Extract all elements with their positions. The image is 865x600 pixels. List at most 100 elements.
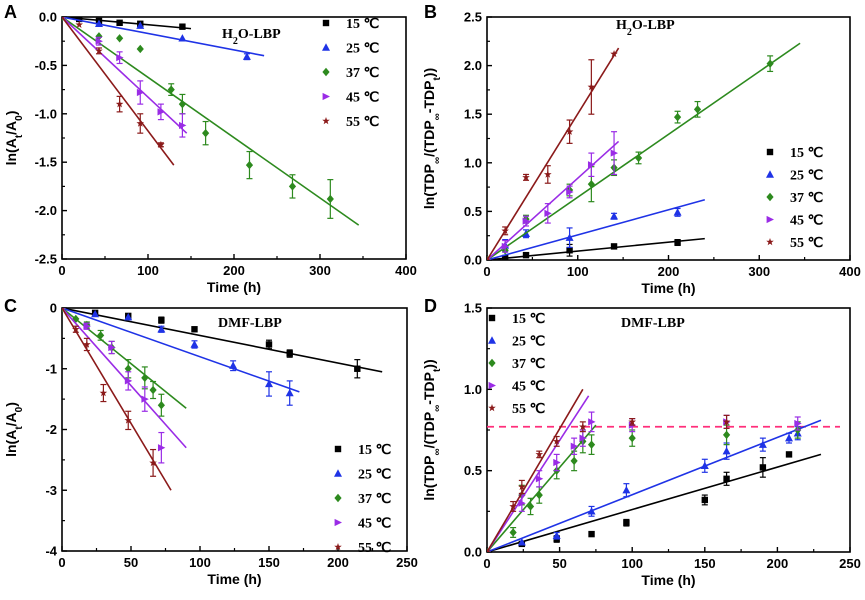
- y-axis-label: ln(TDP∞/(TDP∞-TDPt)): [421, 359, 443, 500]
- data-point: [766, 59, 774, 68]
- series-25C: [62, 17, 265, 61]
- x-tick-label: 100: [137, 263, 159, 278]
- legend-label: 15 ℃: [790, 146, 824, 161]
- data-point: [759, 464, 767, 471]
- data-point: [610, 149, 619, 157]
- data-point: [95, 37, 103, 45]
- data-point: [116, 34, 124, 43]
- series-45C: [62, 17, 188, 138]
- legend-marker: [766, 215, 774, 224]
- y-tick-label: -1.0: [35, 106, 57, 121]
- data-point: [136, 88, 145, 97]
- panel-annotation: H2O-LBP: [616, 18, 675, 38]
- legend-marker: [488, 381, 496, 390]
- data-point: [722, 417, 731, 426]
- data-point: [487, 256, 491, 260]
- x-tick-label: 200: [767, 556, 789, 571]
- data-point: [610, 243, 618, 250]
- x-tick-label: 100: [621, 556, 643, 571]
- legend-marker: [766, 170, 774, 178]
- panel-letter: C: [4, 296, 17, 316]
- y-tick-label: -1.5: [35, 155, 57, 170]
- data-point: [565, 233, 574, 241]
- data-point: [91, 309, 100, 318]
- series-15C: [487, 451, 822, 552]
- data-point: [544, 170, 552, 178]
- data-point: [758, 440, 767, 448]
- panel-annotation: H2O-LBP: [222, 27, 281, 47]
- legend-label: 45 ℃: [512, 380, 546, 395]
- data-point: [588, 530, 595, 538]
- y-tick-label: -2.0: [35, 203, 57, 218]
- fit-line: [487, 237, 705, 260]
- panel-C: C 0 50 100 150 200 250 0 -1 -2 -3 -4 Time (h) ln(At/A…: [3, 296, 418, 587]
- series-55C: [487, 388, 731, 552]
- x-tick-label: 250: [396, 555, 418, 570]
- legend-label: 15 ℃: [512, 312, 546, 327]
- fit-line: [487, 198, 706, 260]
- fit-line: [62, 17, 192, 30]
- legend-label: 15 ℃: [346, 17, 380, 32]
- data-point: [700, 461, 709, 469]
- fit-line: [62, 17, 175, 166]
- data-point: [157, 401, 165, 410]
- data-point: [265, 341, 273, 348]
- fit-line: [487, 47, 620, 260]
- data-point: [124, 364, 132, 373]
- data-point: [622, 485, 631, 494]
- y-tick-label: 1.5: [464, 107, 482, 122]
- legend: 15 ℃ 25 ℃ 37 ℃ 45 ℃ 55 ℃: [334, 443, 392, 556]
- data-point: [518, 482, 526, 491]
- data-point: [285, 388, 294, 397]
- plot-frame: [61, 307, 408, 552]
- series-55C: [487, 47, 620, 260]
- data-point: [167, 85, 175, 94]
- panel-letter: B: [424, 2, 437, 22]
- legend: 15 ℃ 25 ℃ 37 ℃ 45 ℃ 55 ℃: [488, 312, 546, 417]
- x-axis-label: Time (h): [207, 279, 261, 295]
- legend-label: 37 ℃: [512, 357, 546, 372]
- y-tick-label: -2.5: [35, 252, 57, 267]
- data-point: [157, 140, 165, 149]
- plot-area: [62, 308, 383, 491]
- series-45C: [487, 131, 620, 260]
- x-axis-label: Time (h): [641, 280, 695, 296]
- data-point: [723, 475, 730, 482]
- series-25C: [487, 198, 706, 260]
- fit-line: [62, 308, 383, 373]
- legend-marker: [766, 192, 774, 202]
- series-25C: [62, 308, 300, 406]
- data-point: [509, 528, 517, 537]
- data-point: [157, 108, 165, 116]
- legend-marker: [322, 67, 330, 77]
- y-tick-label: -1: [45, 361, 57, 376]
- x-tick-label: 100: [189, 555, 211, 570]
- y-tick-label: -4: [45, 544, 57, 559]
- data-point: [522, 251, 530, 259]
- data-point: [673, 112, 682, 122]
- data-point: [628, 433, 636, 443]
- legend-label: 25 ℃: [790, 169, 824, 184]
- x-tick-label: 50: [124, 555, 138, 570]
- fit-line: [487, 42, 801, 260]
- data-point: [785, 433, 794, 442]
- panel-letter: A: [4, 2, 17, 22]
- data-point: [265, 379, 273, 388]
- legend-marker: [488, 404, 496, 412]
- fit-line: [487, 388, 584, 552]
- legend-label: 45 ℃: [346, 91, 380, 106]
- data-point: [501, 226, 509, 235]
- data-point: [722, 446, 731, 455]
- y-tick-label: 2.0: [464, 58, 482, 73]
- data-point: [623, 519, 630, 526]
- x-tick-label: 0: [58, 263, 65, 278]
- series-55C: [62, 17, 175, 166]
- panel-A: A 0 100 200 300 400 0.0 -0.5 -1.0 -1.5 -2.0 -2.5 Tim…: [3, 2, 417, 295]
- x-tick-label: 200: [658, 264, 680, 279]
- legend-marker: [334, 518, 342, 527]
- y-tick-label: -3: [45, 483, 57, 498]
- legend-label: 25 ℃: [512, 335, 546, 350]
- data-point: [149, 458, 157, 467]
- data-point: [552, 437, 561, 445]
- data-point: [785, 451, 793, 458]
